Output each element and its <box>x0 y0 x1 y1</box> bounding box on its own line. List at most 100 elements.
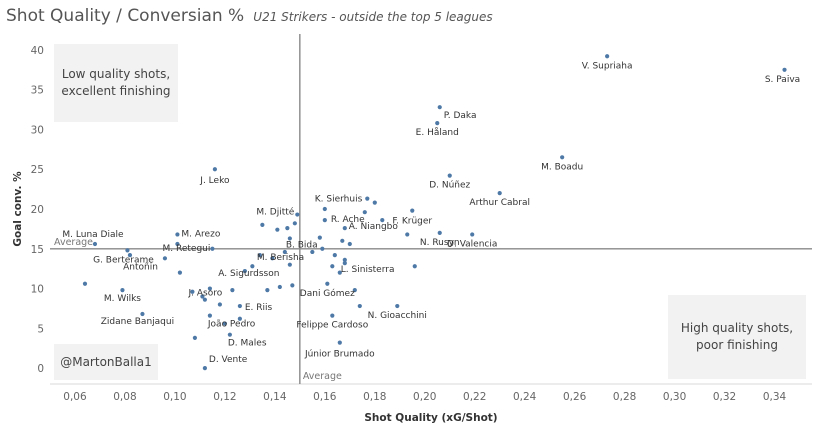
x-tick-label: 0,12 <box>213 391 236 403</box>
point-m-luna-diale <box>92 241 98 247</box>
point-g-berterame <box>125 248 130 253</box>
point-k-sierhuis <box>365 196 370 201</box>
point-label-felippe-cardoso: Felippe Cardoso <box>296 321 368 331</box>
author-credit-text: @MartonBalla1 <box>60 355 152 369</box>
point <box>340 238 345 243</box>
point-label-n-rusyn: N. Rusyn <box>420 238 460 248</box>
x-tick-label: 0,28 <box>613 391 636 403</box>
point <box>285 225 290 231</box>
point-d-nunez <box>447 173 452 178</box>
point-zidane-banjaqui <box>140 311 145 317</box>
y-tick-label: 30 <box>31 124 44 136</box>
point-e-riis <box>237 303 242 309</box>
point-label-m-retegui: M. Retegui <box>163 244 211 254</box>
point <box>372 200 377 205</box>
point <box>127 253 133 258</box>
point-m-retegui <box>210 246 215 251</box>
x-tick-label: 0,22 <box>463 391 486 403</box>
point <box>322 206 327 212</box>
high-quality-note-text: High quality shots, poor finishing <box>680 321 794 352</box>
point <box>292 221 297 226</box>
x-tick-label: 0,32 <box>713 391 736 403</box>
y-tick-label: 20 <box>31 204 44 216</box>
point <box>320 246 325 251</box>
point-label-arthur-cabral: Arthur Cabral <box>469 198 530 208</box>
point-label-m-arezo: M. Arezo <box>181 229 220 239</box>
y-axis-title: Goal conv. % <box>12 171 24 247</box>
point-a-sigurdsson <box>242 268 247 274</box>
average-x-label: Average <box>303 371 342 382</box>
y-tick-label: 0 <box>37 363 44 375</box>
point-felippe-cardoso <box>330 313 335 318</box>
point-label-s-paiva: S. Paiva <box>765 75 800 85</box>
chart-subtitle: U21 Strikers - outside the top 5 leagues <box>253 10 493 24</box>
point-label-a-sigurdsson: A. Sigurdsson <box>218 269 279 279</box>
point-label-m-boadu: M. Boadu <box>541 162 583 172</box>
point-label-d-males: D. Males <box>228 339 267 349</box>
point-n-rusyn <box>437 230 442 235</box>
point <box>192 335 198 340</box>
point-j-asoro <box>200 294 205 299</box>
point-arthur-cabral <box>497 190 502 196</box>
point-label-m-djitte: M. Djitté <box>256 207 294 218</box>
point <box>357 303 362 309</box>
point-label-m-wilks: M. Wilks <box>104 294 141 304</box>
point-label-b-bida: B. Bida <box>286 240 318 250</box>
point <box>412 264 417 269</box>
x-tick-label: 0,10 <box>163 391 186 403</box>
point <box>290 283 295 288</box>
x-tick-label: 0,18 <box>363 391 386 403</box>
point-label-f-kruger: F. Krüger <box>392 217 432 227</box>
point-m-wilks <box>120 288 125 293</box>
point <box>270 256 275 261</box>
point-antonin <box>162 256 168 261</box>
y-tick-label: 15 <box>31 244 44 256</box>
point-d-vente <box>202 365 207 371</box>
point-label-n-gioacchini: N. Gioacchini <box>368 311 427 321</box>
points-layer <box>82 54 787 371</box>
point-a-niangbo <box>342 225 347 231</box>
point-label-a-niangbo: A. Niangbo <box>349 222 399 232</box>
point-label-m-luna-diale: M. Luna Diale <box>62 230 124 240</box>
low-quality-excellent-finishing-note: Low quality shots, excellent finishing <box>54 44 178 122</box>
y-tick-label: 10 <box>31 284 44 296</box>
point-p-daka <box>437 105 442 110</box>
point-d-males <box>227 332 232 337</box>
point <box>287 262 292 267</box>
point <box>347 241 352 247</box>
point <box>362 210 367 215</box>
point <box>310 249 315 255</box>
point <box>330 264 335 269</box>
point <box>277 284 282 290</box>
reference-lines: Average Average <box>50 34 812 384</box>
chart-title: Shot Quality / Conversian % <box>6 6 245 26</box>
point <box>265 288 270 293</box>
point-d-valencia <box>470 232 475 237</box>
x-tick-label: 0,24 <box>513 391 537 403</box>
point-j-leko <box>212 167 217 172</box>
point-label-m-berisha: M. Berisha <box>257 253 304 263</box>
point-label-junior-brumado: Júnior Brumado <box>304 350 375 360</box>
title-row: Shot Quality / Conversian % U21 Strikers… <box>6 6 493 26</box>
point-labels-layer: V. Supriaha S. Paiva P. Daka E. Håland M. Bo… <box>62 61 800 365</box>
x-tick-label: 0,30 <box>663 391 686 403</box>
y-tick-label: 40 <box>31 45 44 57</box>
point <box>342 257 347 263</box>
point <box>230 288 235 293</box>
point-label-j-leko: J. Leko <box>199 176 230 186</box>
high-quality-poor-finishing-note: High quality shots, poor finishing <box>668 295 806 379</box>
x-tick-label: 0,06 <box>63 391 87 403</box>
point-label-e-riis: E. Riis <box>245 303 273 313</box>
x-tick-label: 0,08 <box>113 391 136 403</box>
point-label-l-sinisterra: L. Sinisterra <box>341 265 395 275</box>
point-label-joao-pedro: João Pedro <box>207 320 256 330</box>
x-tick-label: 0,14 <box>263 391 287 403</box>
x-axis-title: Shot Quality (xG/Shot) <box>364 412 497 424</box>
point <box>217 302 222 307</box>
point-f-kruger <box>410 208 415 213</box>
point-label-r-ache: R. Ache <box>331 215 365 225</box>
point <box>282 249 287 255</box>
point <box>260 222 265 228</box>
point <box>177 270 183 275</box>
